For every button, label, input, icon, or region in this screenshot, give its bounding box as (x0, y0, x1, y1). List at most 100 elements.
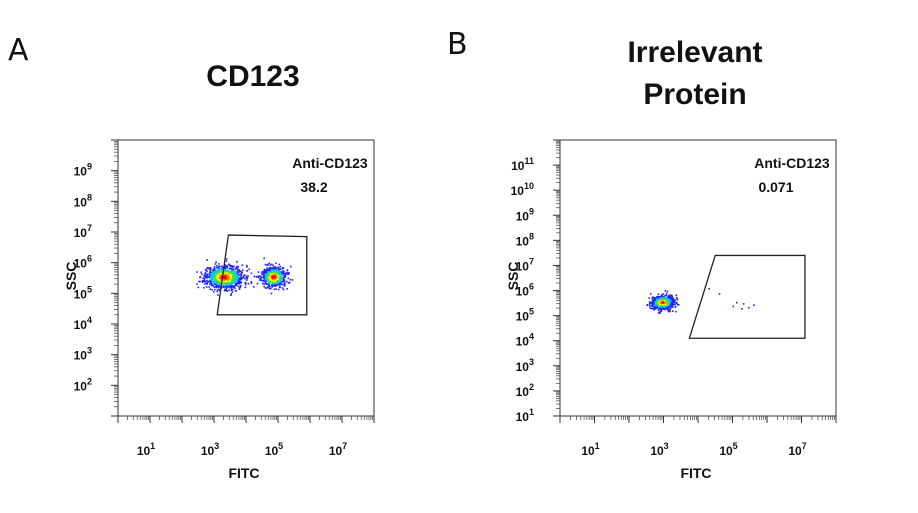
event-point (273, 275, 276, 278)
gate-name-label: Anti-CD123 (754, 155, 830, 171)
x-tick-label: 103 (201, 441, 219, 458)
event-point (665, 292, 668, 295)
event-point (234, 279, 237, 282)
event-point (212, 274, 215, 277)
event-point (228, 264, 231, 267)
event-point (662, 297, 665, 300)
event-point (201, 281, 204, 283)
event-point (653, 302, 655, 304)
event-point (662, 304, 665, 306)
event-point (261, 271, 263, 274)
event-point (278, 271, 280, 274)
event-point (218, 267, 220, 270)
event-point (225, 260, 228, 262)
event-point (673, 303, 675, 305)
event-point (239, 276, 242, 278)
event-point (218, 263, 220, 265)
event-point (217, 283, 220, 286)
event-point (732, 305, 735, 308)
event-point (230, 281, 232, 283)
y-tick-label: 104 (74, 315, 92, 332)
event-point (283, 284, 286, 286)
event-point (237, 279, 240, 281)
event-point (229, 287, 232, 289)
y-tick-label: 1011 (511, 156, 534, 173)
event-point (664, 306, 666, 309)
x-tick-label: 103 (650, 441, 668, 458)
event-point (234, 268, 237, 270)
event-point (232, 268, 235, 270)
event-point (224, 264, 226, 266)
event-point (223, 284, 226, 287)
event-point (238, 277, 241, 279)
event-point (648, 304, 651, 306)
event-point (268, 269, 271, 272)
event-point (267, 274, 269, 277)
event-point (263, 270, 266, 272)
event-point (233, 285, 236, 288)
event-point (211, 288, 213, 291)
event-point (649, 293, 652, 295)
event-point (273, 281, 276, 284)
event-point (212, 284, 214, 287)
event-point (659, 306, 661, 309)
event-point (674, 305, 677, 308)
event-point (272, 268, 275, 270)
event-point (213, 283, 216, 286)
event-point (708, 288, 710, 290)
event-point (247, 282, 250, 285)
event-point (654, 300, 657, 302)
event-point (196, 283, 198, 285)
event-point (212, 268, 215, 271)
event-point (284, 276, 286, 278)
event-point (661, 296, 663, 298)
event-point (661, 293, 663, 296)
event-point (270, 275, 272, 277)
event-point (674, 303, 676, 306)
event-point (230, 275, 233, 278)
event-point (234, 287, 236, 289)
event-point (239, 286, 242, 288)
event-point (270, 274, 273, 276)
panel-letter-b: B (447, 27, 468, 62)
gate-polygon[interactable] (216, 234, 308, 316)
event-point (279, 282, 281, 285)
event-point (280, 273, 282, 275)
event-points (646, 288, 755, 314)
event-point (235, 274, 237, 277)
event-point (199, 276, 201, 279)
event-point (281, 274, 283, 276)
event-point (217, 268, 220, 271)
event-point (223, 282, 225, 285)
gate-polygon[interactable] (688, 254, 806, 339)
event-point (266, 264, 268, 267)
event-point (664, 302, 667, 304)
event-point (272, 275, 274, 277)
event-point (226, 280, 229, 282)
event-point (231, 274, 233, 276)
event-point (212, 269, 214, 272)
y-tick-label: 108 (516, 231, 534, 248)
event-point (280, 283, 283, 285)
event-point (237, 276, 240, 279)
event-point (214, 274, 217, 276)
event-point (279, 271, 282, 274)
event-point (239, 278, 241, 281)
event-point (210, 273, 213, 275)
event-point (275, 272, 278, 274)
event-point (275, 262, 277, 265)
event-point (236, 267, 238, 270)
event-point (670, 307, 672, 309)
event-point (649, 305, 651, 308)
event-point (231, 265, 234, 268)
event-point (228, 285, 230, 287)
event-point (218, 271, 221, 274)
event-point (653, 306, 656, 309)
event-point (263, 274, 265, 277)
event-point (238, 274, 241, 276)
event-point (277, 267, 280, 270)
event-point (268, 276, 270, 279)
event-point (656, 306, 658, 308)
event-point (661, 294, 663, 297)
event-point (283, 280, 285, 283)
